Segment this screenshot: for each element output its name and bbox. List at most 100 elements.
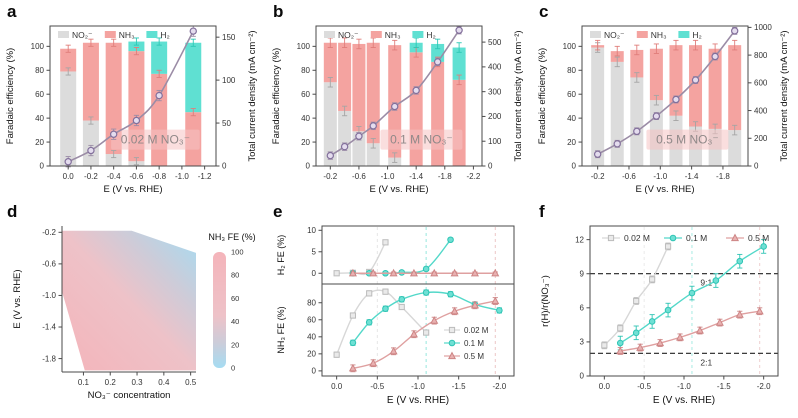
- svg-text:Faradaic efficiency (%): Faradaic efficiency (%): [271, 48, 282, 144]
- chart-b-faradaic-efficiency-0.1M: 0.1 M NO₃⁻ 0 20 40 60 80 100 0 100 200 300 400 500 -0…: [271, 25, 524, 195]
- svg-text:600: 600: [754, 79, 768, 88]
- svg-text:0: 0: [231, 364, 235, 373]
- svg-text:80: 80: [301, 66, 310, 75]
- panel-letter-d: d: [7, 202, 18, 221]
- svg-text:100: 100: [488, 137, 502, 146]
- svg-text:-1.8: -1.8: [716, 172, 730, 181]
- svg-text:60: 60: [567, 90, 576, 99]
- svg-text:E (V vs. RHE): E (V vs. RHE): [653, 395, 715, 406]
- svg-text:2:1: 2:1: [700, 357, 712, 367]
- svg-text:40: 40: [35, 114, 44, 123]
- svg-text:Faradaic efficiency (%): Faradaic efficiency (%): [5, 48, 16, 144]
- svg-text:E (V vs. RHE): E (V vs. RHE): [387, 395, 449, 406]
- svg-text:Total current density (mA cm⁻²: Total current density (mA cm⁻²): [779, 30, 790, 161]
- svg-text:E (V vs. RHE): E (V vs. RHE): [12, 269, 23, 328]
- svg-text:20: 20: [307, 350, 316, 359]
- svg-text:100: 100: [31, 42, 45, 51]
- svg-text:NO₂⁻: NO₂⁻: [338, 30, 359, 40]
- svg-text:0.4: 0.4: [158, 378, 170, 387]
- svg-text:-1.0: -1.0: [381, 172, 395, 181]
- svg-text:10: 10: [307, 226, 316, 235]
- svg-text:-1.8: -1.8: [438, 172, 452, 181]
- svg-text:80: 80: [307, 298, 316, 307]
- svg-text:20: 20: [567, 138, 576, 147]
- svg-text:E (V vs. RHE): E (V vs. RHE): [369, 184, 428, 195]
- chart-f-rh-rno3-ratio: 9:1 2:1 0 3 6 9 12 0.0 -0.5 -1.0 -1.5 -2.0 E (V vs. …: [540, 225, 779, 406]
- panel-b: b 0.1 M NO₃⁻ 0 20 40 60 80 100 0 100 200 300 400 500…: [266, 0, 532, 200]
- svg-text:0.2: 0.2: [105, 378, 117, 387]
- svg-text:0: 0: [306, 162, 311, 171]
- svg-text:0.1 M: 0.1 M: [464, 339, 484, 348]
- svg-text:20: 20: [301, 138, 310, 147]
- svg-text:20: 20: [35, 138, 44, 147]
- svg-text:0.0: 0.0: [599, 382, 611, 391]
- svg-text:0.5 M: 0.5 M: [464, 352, 484, 361]
- svg-text:r(H)/r(NO₃⁻): r(H)/r(NO₃⁻): [540, 275, 551, 327]
- svg-text:-1.8: -1.8: [42, 354, 56, 363]
- svg-text:E (V vs. RHE): E (V vs. RHE): [635, 184, 694, 195]
- svg-text:200: 200: [754, 134, 768, 143]
- svg-text:200: 200: [488, 112, 502, 121]
- svg-text:-0.6: -0.6: [352, 172, 366, 181]
- svg-text:-1.0: -1.0: [677, 382, 691, 391]
- svg-text:E (V vs. RHE): E (V vs. RHE): [103, 184, 162, 195]
- svg-text:40: 40: [307, 333, 316, 342]
- svg-text:-1.0: -1.0: [175, 172, 189, 181]
- svg-text:60: 60: [307, 315, 316, 324]
- svg-text:20: 20: [231, 340, 239, 349]
- svg-text:3: 3: [580, 338, 585, 347]
- svg-text:100: 100: [563, 42, 577, 51]
- svg-text:Total current density (mA cm⁻²: Total current density (mA cm⁻²): [247, 30, 258, 161]
- svg-text:NH₃: NH₃: [651, 30, 667, 40]
- svg-text:100: 100: [297, 42, 311, 51]
- svg-text:-1.0: -1.0: [42, 291, 56, 300]
- svg-text:0: 0: [312, 269, 317, 278]
- svg-text:40: 40: [231, 317, 239, 326]
- svg-text:0: 0: [222, 162, 227, 171]
- svg-text:9: 9: [580, 269, 585, 278]
- svg-text:50: 50: [222, 119, 231, 128]
- svg-text:0: 0: [754, 162, 759, 171]
- svg-text:-0.5: -0.5: [637, 382, 651, 391]
- svg-text:-0.5: -0.5: [370, 382, 384, 391]
- svg-text:-2.0: -2.0: [492, 382, 506, 391]
- svg-text:0.1 M NO₃⁻: 0.1 M NO₃⁻: [390, 133, 453, 147]
- svg-text:0: 0: [580, 372, 585, 381]
- svg-text:0.0: 0.0: [63, 172, 75, 181]
- svg-text:NO₂⁻: NO₂⁻: [604, 30, 625, 40]
- svg-text:Total current density (mA cm⁻²: Total current density (mA cm⁻²): [513, 30, 524, 161]
- panel-a: a 0.02 M NO₃⁻ 0 20 40 60 80 100 0 50 100 150 0.0 -0.…: [0, 0, 266, 200]
- panel-f: f 9:1 2:1 0 3 6 9 12 0.0 -0.5 -1.0 -1.5 -2.0 E (V vs…: [532, 200, 798, 418]
- svg-text:40: 40: [301, 114, 310, 123]
- panel-letter-c: c: [539, 2, 549, 21]
- svg-text:0: 0: [488, 162, 493, 171]
- svg-text:0.5 M NO₃⁻: 0.5 M NO₃⁻: [656, 133, 719, 147]
- svg-text:800: 800: [754, 51, 768, 60]
- svg-text:-1.4: -1.4: [42, 323, 56, 332]
- svg-text:100: 100: [222, 76, 236, 85]
- svg-text:5: 5: [312, 247, 317, 256]
- chart-d-nh3-fe-heatmap: -0.2 -0.6 -1.0 -1.4 -1.8 0.1 0.2 0.3 0.4 0.5 NO₃⁻ …: [12, 226, 256, 401]
- svg-text:-1.0: -1.0: [653, 172, 667, 181]
- svg-text:60: 60: [301, 90, 310, 99]
- svg-text:-1.2: -1.2: [198, 172, 212, 181]
- svg-text:-2.2: -2.2: [467, 172, 481, 181]
- svg-text:H₂: H₂: [160, 30, 169, 40]
- panel-letter-f: f: [539, 202, 545, 221]
- svg-text:NO₂⁻: NO₂⁻: [72, 30, 93, 40]
- svg-text:-0.2: -0.2: [84, 172, 98, 181]
- panel-e: e 0 5 10 0 20 40 60 80 0.0 -0.5 -1.0 -1.5 -2.0 E (V v…: [266, 200, 532, 418]
- svg-text:0.0: 0.0: [331, 382, 343, 391]
- svg-text:-1.4: -1.4: [685, 172, 699, 181]
- svg-text:-0.6: -0.6: [622, 172, 636, 181]
- svg-text:0.1 M: 0.1 M: [686, 233, 707, 243]
- svg-text:H₂ FE (%): H₂ FE (%): [276, 235, 286, 276]
- svg-text:100: 100: [231, 248, 244, 257]
- chart-c-faradaic-efficiency-0.5M: 0.5 M NO₃⁻02040608010002004006008001000-…: [537, 23, 790, 195]
- svg-text:0.02 M: 0.02 M: [464, 326, 489, 335]
- svg-text:1000: 1000: [754, 23, 772, 32]
- svg-text:0.5: 0.5: [185, 378, 197, 387]
- svg-text:12: 12: [575, 235, 584, 244]
- panel-d: d -0.2 -0.6 -1.0 -1.4 -1.8 0.1 0.2 0.3 0.4 0.5 NO₃…: [0, 200, 266, 418]
